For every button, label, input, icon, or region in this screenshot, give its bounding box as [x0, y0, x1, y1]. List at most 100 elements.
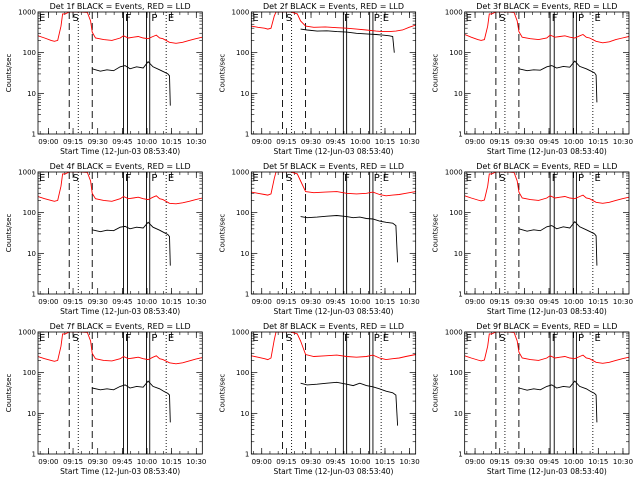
x-tick-label: 10:15 [588, 138, 608, 146]
x-tick-label: 09:45 [539, 458, 559, 466]
y-tick-label: 100 [449, 369, 462, 377]
lld-series-line [38, 332, 203, 365]
x-tick-label: 10:30 [186, 458, 206, 466]
x-tick-label: 10:00 [350, 138, 370, 146]
x-tick-label: 09:30 [88, 458, 108, 466]
segment-label: E [168, 173, 174, 184]
events-series-line [300, 381, 399, 426]
x-tick-label: 09:45 [539, 138, 559, 146]
panel-title: Det 6f BLACK = Events, RED = LLD [476, 162, 617, 171]
x-tick-label: 09:00 [465, 298, 485, 306]
y-tick-label: 1000 [18, 169, 36, 177]
segment-label: P [578, 13, 584, 24]
panel-title: Det 9f BLACK = Events, RED = LLD [476, 322, 617, 331]
segment-label: E [383, 13, 389, 24]
x-tick-label: 09:30 [514, 458, 534, 466]
x-tick-label: 09:15 [490, 138, 510, 146]
segment-label: E [252, 13, 258, 24]
segment-label: E [383, 333, 389, 344]
y-axis-label: Counts/sec [432, 374, 440, 413]
x-tick-label: 09:15 [276, 138, 296, 146]
x-tick-label: 09:45 [326, 458, 346, 466]
panel-title: Det 5f BLACK = Events, RED = LLD [263, 162, 404, 171]
segment-label: E [252, 173, 258, 184]
plot-frame [250, 171, 417, 295]
panel-title: Det 8f BLACK = Events, RED = LLD [263, 322, 404, 331]
x-tick-label: 10:00 [564, 298, 584, 306]
y-tick-label: 1 [245, 291, 249, 299]
y-tick-label: 10 [240, 250, 249, 258]
x-tick-label: 10:15 [162, 138, 182, 146]
events-series-line [300, 215, 399, 263]
x-tick-label: 10:00 [137, 138, 157, 146]
x-tick-label: 10:00 [137, 458, 157, 466]
events-series-line [300, 28, 395, 53]
y-tick-label: 10 [454, 410, 463, 418]
segment-label: E [383, 173, 389, 184]
lld-series-line [38, 12, 203, 44]
y-axis-label: Counts/sec [432, 54, 440, 93]
detector-panel-4: Det 4f BLACK = Events, RED = LLD Counts/s… [5, 162, 206, 316]
segment-label: E [594, 333, 600, 344]
segment-label: P [578, 173, 584, 184]
lld-series-line [251, 12, 416, 33]
x-tick-label: 10:30 [613, 458, 633, 466]
x-tick-label: 09:30 [514, 138, 534, 146]
segment-label: P [151, 173, 157, 184]
x-tick-label: 09:45 [326, 298, 346, 306]
x-tick-label: 10:30 [400, 458, 420, 466]
x-axis-label: Start Time (12-Jun-03 08:53:40) [487, 307, 607, 316]
y-axis-label: Counts/sec [218, 54, 226, 93]
y-tick-label: 1 [245, 451, 249, 459]
segment-label: P [374, 13, 380, 24]
x-tick-label: 09:15 [63, 458, 83, 466]
detector-panel-2: Det 2f BLACK = Events, RED = LLD Counts/s… [218, 2, 419, 156]
plot-frame [250, 331, 417, 455]
segment-label: S [499, 333, 505, 344]
segment-label: E [252, 333, 258, 344]
panel-title: Det 4f BLACK = Events, RED = LLD [50, 162, 191, 171]
segment-label: F [344, 333, 350, 344]
x-tick-label: 10:00 [564, 458, 584, 466]
detector-panel-8: Det 8f BLACK = Events, RED = LLD Counts/s… [218, 322, 419, 476]
segment-label: E [168, 333, 174, 344]
segment-label: P [374, 333, 380, 344]
detector-panel-7: Det 7f BLACK = Events, RED = LLD Counts/s… [5, 322, 206, 476]
y-tick-label: 1000 [232, 9, 250, 17]
x-axis-label: Start Time (12-Jun-03 08:53:40) [60, 147, 180, 156]
y-tick-label: 100 [236, 209, 249, 217]
segment-label: E [594, 13, 600, 24]
x-tick-label: 10:30 [400, 298, 420, 306]
x-tick-label: 09:00 [252, 138, 272, 146]
segment-label: S [73, 333, 79, 344]
x-tick-label: 10:00 [564, 138, 584, 146]
x-tick-label: 10:15 [375, 298, 395, 306]
segment-label: F [552, 173, 558, 184]
y-tick-label: 1 [32, 451, 36, 459]
x-axis-label: Start Time (12-Jun-03 08:53:40) [273, 307, 393, 316]
x-tick-label: 09:00 [38, 458, 58, 466]
y-tick-label: 1 [458, 291, 462, 299]
segment-label: S [286, 333, 292, 344]
x-tick-label: 10:15 [375, 138, 395, 146]
x-tick-label: 09:15 [276, 458, 296, 466]
y-tick-label: 1000 [445, 329, 463, 337]
x-axis-label: Start Time (12-Jun-03 08:53:40) [273, 467, 393, 476]
x-tick-label: 10:30 [613, 138, 633, 146]
y-tick-label: 100 [23, 209, 36, 217]
lld-series-line [38, 172, 203, 205]
y-axis-label: Counts/sec [432, 214, 440, 253]
x-tick-label: 10:15 [375, 458, 395, 466]
y-axis-label: Counts/sec [218, 374, 226, 413]
plot-frame [464, 171, 630, 295]
events-series-line [92, 380, 171, 423]
segment-label: E [466, 333, 472, 344]
y-tick-label: 10 [27, 250, 36, 258]
x-tick-label: 10:00 [350, 298, 370, 306]
plot-frame [37, 331, 203, 455]
x-tick-label: 09:45 [326, 138, 346, 146]
y-tick-label: 1 [458, 451, 462, 459]
events-series-line [92, 61, 171, 106]
segment-label: S [499, 173, 505, 184]
x-axis-label: Start Time (12-Jun-03 08:53:40) [60, 307, 180, 316]
